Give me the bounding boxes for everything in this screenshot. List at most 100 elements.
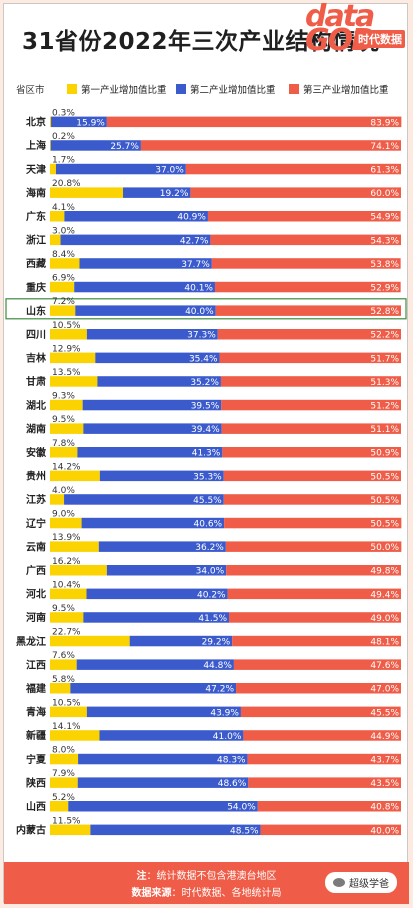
bar-tertiary: [106, 116, 402, 128]
bar-tertiary: [140, 140, 401, 151]
bar-primary: [50, 494, 65, 505]
value-label-primary: 7.2%: [52, 297, 75, 307]
value-label-tertiary: 51.1%: [370, 425, 399, 435]
value-label-tertiary: 40.8%: [370, 803, 399, 813]
value-label-primary: 8.0%: [52, 746, 75, 756]
value-label-secondary: 40.0%: [185, 307, 214, 317]
brand-logo-top: data: [305, 0, 375, 34]
value-label-tertiary: 50.0%: [370, 543, 399, 553]
legend-item-secondary: 第二产业增加值比重: [176, 82, 276, 96]
bar-primary: [50, 447, 78, 458]
value-label-primary: 7.9%: [52, 769, 75, 779]
region-label: 江苏: [26, 493, 46, 506]
bar-tertiary: [226, 565, 401, 576]
bar-secondary: [82, 399, 222, 411]
value-label-primary: 13.5%: [52, 368, 81, 378]
value-label-secondary: 40.6%: [194, 520, 223, 530]
bar-secondary: [68, 801, 258, 812]
region-label: 四川: [26, 329, 46, 341]
bar-tertiary: [210, 234, 401, 246]
bar-primary: [50, 588, 87, 600]
region-label: 湖北: [26, 399, 46, 412]
value-label-tertiary: 52.2%: [370, 331, 399, 341]
value-label-secondary: 47.2%: [205, 685, 234, 695]
value-label-tertiary: 52.9%: [370, 284, 399, 294]
value-label-primary: 9.3%: [52, 392, 75, 402]
value-label-primary: 10.4%: [52, 580, 81, 590]
stacked-bar-chart: 北京 0.3%15.9% 83.9% 上海 0.2% 25.7% 74.1% 天津 1.7% 37…: [5, 108, 407, 837]
value-label-tertiary: 54.9%: [370, 213, 399, 223]
value-label-secondary: 36.2%: [195, 543, 224, 553]
value-label-secondary: 37.0%: [155, 166, 184, 176]
bar-secondary: [55, 163, 186, 175]
bar-secondary: [77, 777, 249, 788]
value-label-primary: 5.8%: [52, 675, 75, 685]
bar-tertiary: [190, 187, 401, 198]
value-label-primary: 20.8%: [52, 179, 81, 189]
value-label-tertiary: 51.2%: [370, 402, 399, 412]
region-label: 山东: [26, 304, 46, 317]
bar-tertiary: [248, 777, 401, 788]
value-label-tertiary: 50.5%: [370, 496, 399, 506]
legend-swatch-primary: [67, 84, 77, 94]
bar-tertiary: [236, 683, 401, 694]
region-label: 青海: [26, 706, 46, 719]
legend-swatch-tertiary: [289, 84, 299, 94]
bar-secondary: [83, 423, 222, 434]
region-label: 天津: [26, 163, 46, 176]
value-label-secondary: 25.7%: [110, 142, 139, 152]
value-label-primary: 14.1%: [52, 722, 81, 732]
bar-primary: [50, 470, 100, 482]
value-label-primary: 9.5%: [52, 604, 75, 614]
value-label-secondary: 48.3%: [217, 756, 246, 766]
value-label-primary: 22.7%: [52, 628, 81, 638]
region-label: 黑龙江: [16, 635, 46, 648]
value-label-primary: 9.5%: [52, 415, 75, 425]
legend-item-tertiary: 第三产业增加值比重: [289, 82, 389, 96]
bar-tertiary: [229, 612, 401, 623]
bar-secondary: [64, 494, 224, 505]
value-label-tertiary: 83.9%: [370, 118, 399, 128]
bar-primary: [50, 824, 91, 836]
wechat-badge[interactable]: 超级学爸: [325, 872, 397, 893]
footer-note: 注：统计数据不包含港澳台地区: [4, 867, 409, 882]
brand-logo: data GOD 时代数据: [305, 0, 405, 56]
value-label-primary: 4.0%: [52, 486, 75, 496]
region-label: 河北: [26, 588, 46, 601]
bar-primary: [50, 659, 77, 670]
bar-tertiary: [215, 305, 401, 316]
value-label-tertiary: 49.8%: [370, 567, 399, 577]
bar-primary: [50, 706, 87, 718]
value-label-tertiary: 52.8%: [370, 307, 399, 317]
region-label: 河南: [26, 611, 46, 624]
value-label-tertiary: 50.9%: [370, 449, 399, 459]
region-label: 湖南: [26, 422, 46, 435]
value-label-tertiary: 45.5%: [370, 708, 399, 718]
bar-secondary: [123, 187, 191, 198]
region-label: 云南: [26, 540, 46, 553]
value-label-tertiary: 47.6%: [370, 661, 399, 671]
bar-tertiary: [207, 211, 401, 222]
bar-primary: [50, 801, 69, 812]
region-label: 广东: [26, 210, 46, 223]
region-label: 海南: [26, 186, 46, 199]
value-label-primary: 1.7%: [52, 156, 75, 166]
bar-secondary: [75, 305, 216, 316]
value-label-primary: 4.1%: [52, 203, 75, 213]
value-label-tertiary: 47.0%: [370, 685, 399, 695]
footer: 注：统计数据不包含港澳台地区 数据来源：时代数据、各地统计局 超级学爸: [4, 862, 409, 904]
bar-tertiary: [220, 376, 401, 387]
value-label-tertiary: 61.3%: [370, 166, 399, 176]
bar-tertiary: [211, 258, 401, 269]
region-label: 陕西: [26, 776, 46, 789]
bar-primary: [50, 777, 78, 788]
bar-primary: [50, 163, 56, 175]
region-label: 西藏: [26, 257, 46, 270]
bar-primary: [50, 423, 84, 434]
bar-primary: [50, 517, 82, 529]
region-label: 上海: [26, 139, 46, 152]
bar-secondary: [83, 612, 230, 623]
note-label: 注: [136, 871, 147, 882]
value-label-primary: 12.9%: [52, 344, 81, 354]
bar-primary: [50, 234, 61, 246]
